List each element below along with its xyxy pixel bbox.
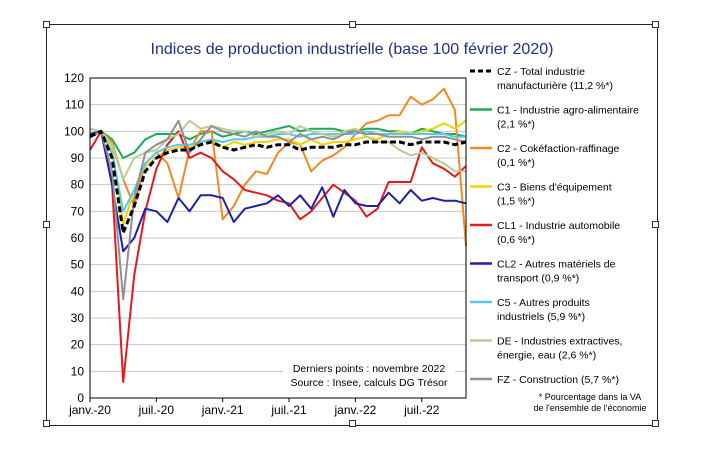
- plot-area-border: [89, 77, 467, 399]
- annotation-source: Source : Insee, calculs DG Trésor: [291, 377, 448, 389]
- legend-label: C5 - Autres produits: [497, 297, 590, 309]
- legend-label-line-2: (0,6 %*): [497, 234, 535, 246]
- x-tick-label: janv.-22: [334, 403, 377, 417]
- footnote-line-1: * Pourcentage dans la VA: [539, 392, 641, 402]
- resize-handle-bottom-right[interactable]: [652, 420, 659, 427]
- legend-label: C3 - Biens d'équipement: [497, 182, 612, 194]
- legend-label: C1 - Industrie agro-alimentaire: [497, 105, 639, 117]
- annotation-box: [283, 360, 455, 392]
- y-tick-label: 80: [71, 178, 85, 192]
- y-tick-label: 30: [71, 311, 85, 325]
- legend-label: CZ - Total industrie: [497, 66, 585, 78]
- legend-label-line-2: (0,1 %*): [497, 157, 535, 169]
- y-tick-label: 100: [64, 124, 84, 138]
- chart-title: Indices de production industrielle (base…: [151, 41, 554, 58]
- series-lines: [89, 87, 467, 383]
- axes: 0 10 20 30 40 50 60 70 80 90 100 110 120 janv.-20 juil…: [64, 71, 440, 417]
- y-tick-label: 20: [71, 338, 85, 352]
- series-line-c5: [89, 130, 466, 213]
- legend-label-line-2: industriels (5,9 %*): [497, 311, 585, 323]
- series-line-c2: [89, 87, 467, 247]
- series-line-cz: [89, 129, 467, 235]
- series-line-cl1: [89, 130, 467, 383]
- series-line-fz: [89, 119, 467, 301]
- y-tick-label: 50: [71, 258, 85, 272]
- legend-label: C2 - Cokéfaction-raffinage: [497, 143, 620, 155]
- y-tick-label: 10: [71, 364, 85, 378]
- grid: [90, 77, 466, 399]
- legend-label-line-2: (2,1 %*): [497, 119, 535, 131]
- footnote-line-2: de l'ensemble de l'économie: [533, 403, 646, 413]
- y-tick-label: 90: [71, 151, 85, 165]
- resize-handle-bottom[interactable]: [349, 420, 356, 427]
- resize-handle-right[interactable]: [652, 221, 659, 228]
- legend-label-line-2: (1,5 %*): [497, 196, 535, 208]
- x-tick-label: juil.-21: [270, 403, 307, 417]
- resize-handle-top-left[interactable]: [43, 21, 50, 28]
- legend-label: FZ - Construction (5,7 %*): [497, 374, 619, 386]
- x-tick-label: janv.-21: [201, 403, 244, 417]
- annotation-last-points: Derniers points : novembre 2022: [293, 363, 445, 375]
- legend: CZ - Total industrie manufacturière (11,2…: [470, 66, 639, 386]
- y-tick-label: 60: [71, 231, 85, 245]
- legend-label-line-2: énergie, eau (2,6 %*): [497, 350, 596, 362]
- legend-label-line-2: transport (0,9 %*): [497, 273, 579, 285]
- y-tick-label: 70: [71, 204, 85, 218]
- y-tick-label: 40: [71, 284, 85, 298]
- y-tick-label: 120: [64, 71, 84, 85]
- chart-frame: [43, 21, 659, 427]
- legend-label: DE - Industries extractives,: [497, 336, 622, 348]
- x-tick-label: juil.-22: [403, 403, 440, 417]
- series-line-cl2: [89, 130, 467, 253]
- x-tick-label: juil.-20: [138, 403, 175, 417]
- x-tick-label: janv.-20: [68, 403, 111, 417]
- resize-handle-top[interactable]: [349, 21, 356, 28]
- series-line-de: [89, 119, 466, 181]
- legend-label: CL2 - Autres matériels de: [497, 259, 616, 271]
- resize-handle-bottom-left[interactable]: [43, 420, 50, 427]
- y-tick-label: 0: [77, 391, 84, 405]
- y-tick-label: 110: [65, 98, 84, 112]
- legend-label-line-2: manufacturière (11,2 %*): [497, 80, 613, 92]
- resize-handle-top-right[interactable]: [652, 21, 659, 28]
- resize-handle-left[interactable]: [43, 221, 50, 228]
- legend-label: CL1 - Industrie automobile: [497, 220, 620, 232]
